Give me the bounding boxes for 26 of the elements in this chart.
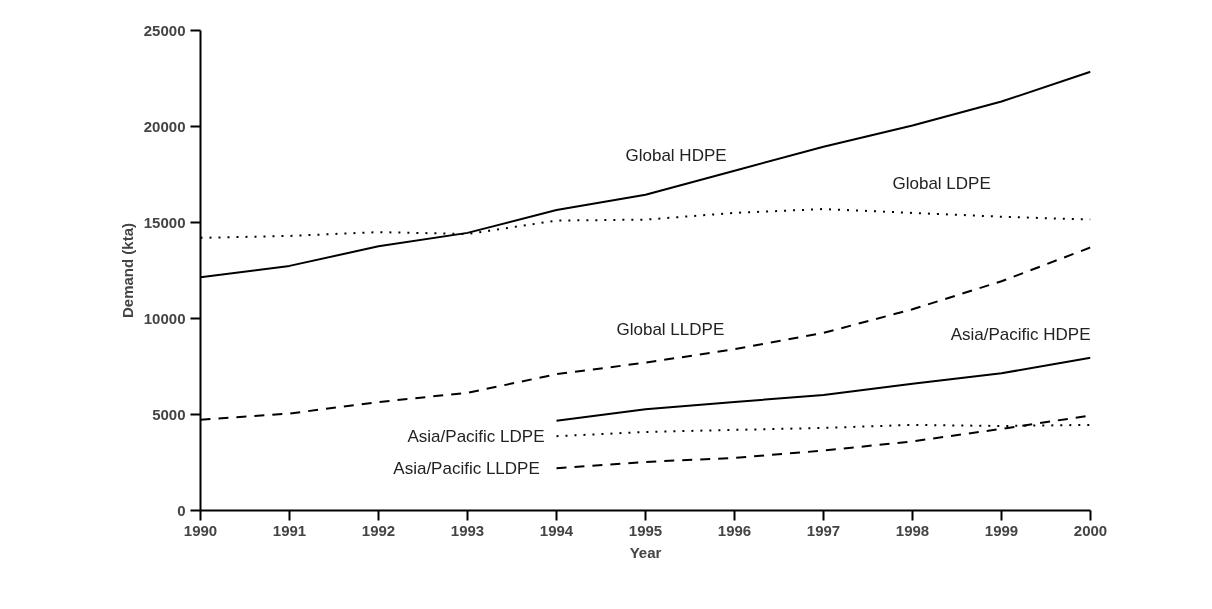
y-tick-label: 15000 — [143, 213, 186, 231]
x-tick-label: 1993 — [450, 521, 485, 539]
x-axis-title: Year — [629, 543, 662, 561]
series-label: Global LLDPE — [616, 320, 725, 340]
y-tick-label: 20000 — [143, 117, 186, 135]
x-tick-label: 1997 — [806, 521, 841, 539]
series-label: Global HDPE — [625, 145, 727, 165]
x-tick-label: 1998 — [895, 521, 930, 539]
series-label: Asia/Pacific LLDPE — [393, 459, 540, 479]
x-tick-label: 1996 — [717, 521, 752, 539]
y-tick-label: 10000 — [143, 309, 186, 327]
x-tick-label: 1991 — [272, 521, 307, 539]
x-tick-label: 1994 — [539, 521, 574, 539]
x-tick-label: 1992 — [361, 521, 396, 539]
x-tick-label: 2000 — [1073, 521, 1108, 539]
y-axis-title: Demand (kta) — [118, 222, 136, 319]
series-label: Asia/Pacific LDPE — [407, 427, 545, 447]
x-tick-label: 1999 — [984, 521, 1019, 539]
y-tick-label: 25000 — [143, 21, 186, 39]
series-label: Global LDPE — [892, 173, 991, 193]
y-tick-label: 0 — [177, 501, 186, 519]
x-tick-label: 1990 — [183, 521, 218, 539]
line-series — [555, 356, 1091, 422]
series-label: Asia/Pacific HDPE — [950, 324, 1091, 344]
y-tick-label: 5000 — [152, 405, 186, 423]
x-tick-label: 1995 — [628, 521, 663, 539]
